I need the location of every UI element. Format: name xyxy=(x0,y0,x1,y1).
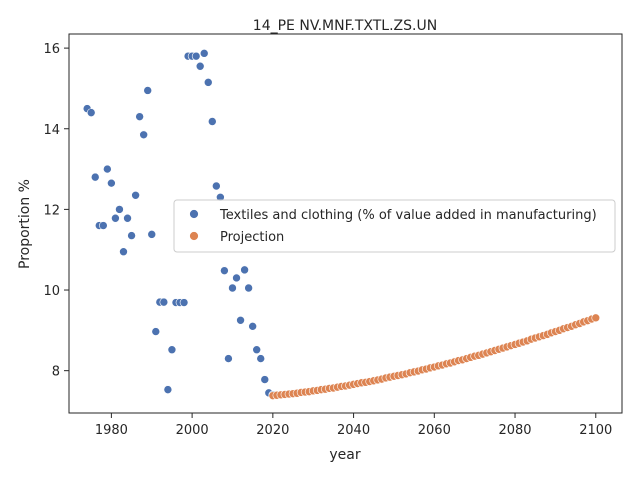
observed-point xyxy=(256,354,266,363)
observed-point xyxy=(220,266,229,275)
observed-point xyxy=(232,273,241,283)
y-tick-label: 8 xyxy=(52,365,60,380)
observed-point xyxy=(135,112,144,121)
observed-point xyxy=(139,130,148,140)
observed-point xyxy=(179,298,189,307)
observed-point xyxy=(240,265,249,275)
x-tick-label: 2100 xyxy=(579,423,612,438)
legend-marker-observed xyxy=(189,209,199,219)
y-tick-label: 10 xyxy=(43,284,60,299)
observed-point xyxy=(212,181,221,191)
y-axis-label: Proportion % xyxy=(17,179,33,269)
legend: Textiles and clothing (% of value added … xyxy=(173,199,616,253)
observed-point xyxy=(199,49,209,58)
chart-title: 14_PE NV.MNF.TXTL.ZS.UN xyxy=(253,18,437,34)
observed-point xyxy=(107,178,116,188)
observed-point xyxy=(86,108,96,117)
plot-frame xyxy=(68,33,623,414)
observed-point xyxy=(119,247,128,257)
observed-point xyxy=(207,117,217,126)
legend-marker-projection xyxy=(189,231,199,241)
observed-point xyxy=(236,315,245,325)
observed-point xyxy=(191,51,201,61)
y-tick-label: 16 xyxy=(43,42,60,57)
observed-point xyxy=(90,172,100,182)
legend-label-observed: Textiles and clothing (% of value added … xyxy=(219,208,597,223)
observed-point xyxy=(159,297,169,307)
observed-point xyxy=(131,190,140,200)
projection-point xyxy=(591,313,601,323)
observed-point xyxy=(252,345,261,354)
y-tick-label: 12 xyxy=(43,203,60,218)
observed-point xyxy=(111,213,120,223)
y-axis-ticks: 8 10 12 14 16 xyxy=(43,42,69,380)
y-tick-label: 14 xyxy=(43,123,60,138)
legend-box xyxy=(173,199,616,253)
observed-point xyxy=(248,322,257,331)
observed-point xyxy=(103,164,112,174)
x-axis-label: year xyxy=(329,447,360,463)
observed-point xyxy=(228,283,237,293)
observed-point xyxy=(143,86,153,95)
observed-point xyxy=(123,213,132,223)
observed-point xyxy=(224,354,233,363)
x-tick-label: 2000 xyxy=(176,423,209,438)
observed-point xyxy=(147,230,157,239)
observed-point xyxy=(244,283,253,293)
observed-point xyxy=(99,221,108,230)
observed-point xyxy=(203,78,213,87)
x-tick-label: 2020 xyxy=(256,423,289,438)
x-tick-label: 2080 xyxy=(498,423,531,438)
legend-label-projection: Projection xyxy=(220,230,284,245)
data-points xyxy=(82,49,601,400)
observed-point xyxy=(151,327,161,336)
x-tick-label: 1980 xyxy=(95,423,128,438)
observed-point xyxy=(195,61,205,71)
observed-point xyxy=(260,375,270,384)
observed-point xyxy=(115,205,124,214)
observed-point xyxy=(127,231,136,240)
x-tick-label: 2060 xyxy=(418,423,451,438)
observed-point xyxy=(167,345,177,354)
observed-point xyxy=(163,385,173,394)
x-axis-ticks: 1980 2000 2020 2040 2060 2080 2100 xyxy=(95,413,612,438)
x-tick-label: 2040 xyxy=(337,423,370,438)
